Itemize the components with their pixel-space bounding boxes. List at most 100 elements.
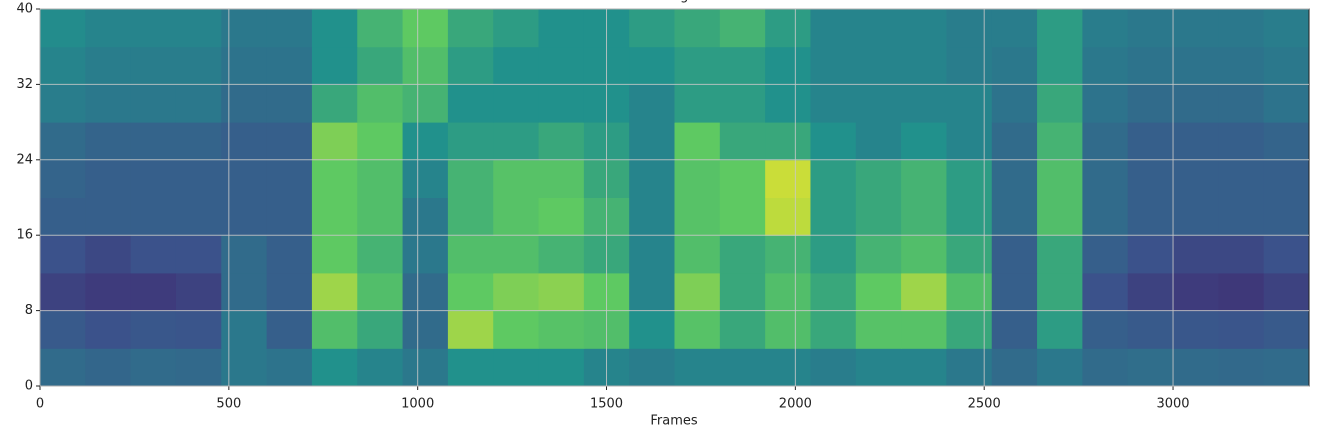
heatmap-cell (719, 159, 766, 198)
heatmap-cell (1082, 159, 1129, 198)
heatmap-cell (266, 348, 313, 387)
heatmap-cell (266, 159, 313, 198)
heatmap-cell (130, 235, 177, 274)
heatmap-cell (357, 272, 404, 312)
heatmap-cell (674, 310, 721, 349)
heatmap-cell (1173, 197, 1219, 236)
heatmap-cell (1037, 46, 1083, 85)
heatmap-cell (901, 159, 947, 198)
heatmap-cell (1173, 159, 1219, 198)
heatmap-cell (629, 197, 675, 236)
heatmap-cell (40, 84, 86, 123)
y-tick-label: 32 (16, 77, 33, 92)
heatmap-cell (538, 197, 585, 236)
heatmap-cell (946, 310, 993, 349)
heatmap-cell (855, 9, 902, 48)
heatmap-cell (1173, 310, 1219, 349)
heatmap-cell (311, 159, 358, 198)
heatmap-cell (719, 348, 766, 387)
heatmap-cell (357, 9, 404, 48)
heatmap-cell (175, 122, 222, 161)
heatmap-cell (901, 235, 947, 274)
heatmap-cell (1127, 9, 1174, 48)
heatmap-cell (810, 197, 857, 236)
heatmap-cell (719, 9, 766, 48)
heatmap-cell (946, 159, 993, 198)
heatmap-cell (719, 84, 766, 123)
heatmap-cell (719, 197, 766, 236)
heatmap-cell (991, 310, 1038, 349)
heatmap-cell (991, 235, 1038, 274)
heatmap-cell (1037, 235, 1083, 274)
heatmap-cell (1037, 84, 1083, 123)
heatmap-cell (765, 348, 811, 387)
heatmap-cell (175, 235, 222, 274)
heatmap-cell (629, 46, 675, 85)
heatmap-cell (1127, 348, 1174, 387)
heatmap-cell (855, 235, 902, 274)
heatmap-cell (311, 46, 358, 85)
heatmap-cell (765, 9, 811, 48)
heatmap-cell (1082, 310, 1129, 349)
heatmap-cell (1127, 197, 1174, 236)
heatmap-cell (1263, 348, 1310, 387)
heatmap-cell (1037, 348, 1083, 387)
heatmap-cell (1037, 9, 1083, 48)
heatmap-cell (493, 348, 540, 387)
heatmap-cell (311, 235, 358, 274)
heatmap-cell (85, 9, 132, 48)
heatmap-cell (1263, 272, 1310, 312)
heatmap-cell (538, 348, 585, 387)
heatmap-cell (719, 310, 766, 349)
heatmap-cell (1218, 272, 1265, 312)
heatmap-cell (901, 122, 947, 161)
heatmap-cell (221, 122, 268, 161)
heatmap-cell (40, 310, 86, 349)
heatmap-cell (221, 197, 268, 236)
heatmap-cell (311, 310, 358, 349)
heatmap-cell (1082, 122, 1129, 161)
heatmap-cell (1218, 84, 1265, 123)
heatmap-cell (402, 84, 449, 123)
heatmap-cell (538, 46, 585, 85)
heatmap-cell (266, 235, 313, 274)
heatmap-cell (1127, 122, 1174, 161)
heatmap-cell (311, 272, 358, 312)
heatmap-cell (1263, 9, 1310, 48)
heatmap-cell (447, 272, 494, 312)
heatmap-cell (1218, 159, 1265, 198)
heatmap-cell (765, 84, 811, 123)
heatmap-cell (493, 272, 540, 312)
heatmap-cell (402, 348, 449, 387)
heatmap-cell (991, 348, 1038, 387)
heatmap-cell (1127, 84, 1174, 123)
heatmap-cell (1173, 272, 1219, 312)
heatmap-cell (901, 272, 947, 312)
heatmap-cell (221, 159, 268, 198)
heatmap-cell (311, 84, 358, 123)
heatmap-cell (85, 235, 132, 274)
heatmap-cell (855, 46, 902, 85)
heatmap-cell (357, 84, 404, 123)
heatmap-cell (493, 46, 540, 85)
heatmap-cell (493, 9, 540, 48)
heatmap-cell (175, 197, 222, 236)
heatmap-cell (175, 310, 222, 349)
heatmap-cell (1173, 122, 1219, 161)
heatmap-cell (130, 272, 177, 312)
heatmap-cell (130, 122, 177, 161)
heatmap-cell (538, 159, 585, 198)
heatmap-cell (946, 197, 993, 236)
heatmap-cell (40, 235, 86, 274)
heatmap-cell (311, 9, 358, 48)
heatmap-cell (1263, 197, 1310, 236)
heatmap-cell (538, 9, 585, 48)
heatmap-cell (175, 84, 222, 123)
heatmap-cell (130, 197, 177, 236)
heatmap-cell (991, 272, 1038, 312)
x-tick-label: 3000 (1156, 397, 1189, 412)
heatmap-cell (629, 348, 675, 387)
heatmap-cell (991, 46, 1038, 85)
heatmap-cell (674, 348, 721, 387)
heatmap-cell (493, 159, 540, 198)
